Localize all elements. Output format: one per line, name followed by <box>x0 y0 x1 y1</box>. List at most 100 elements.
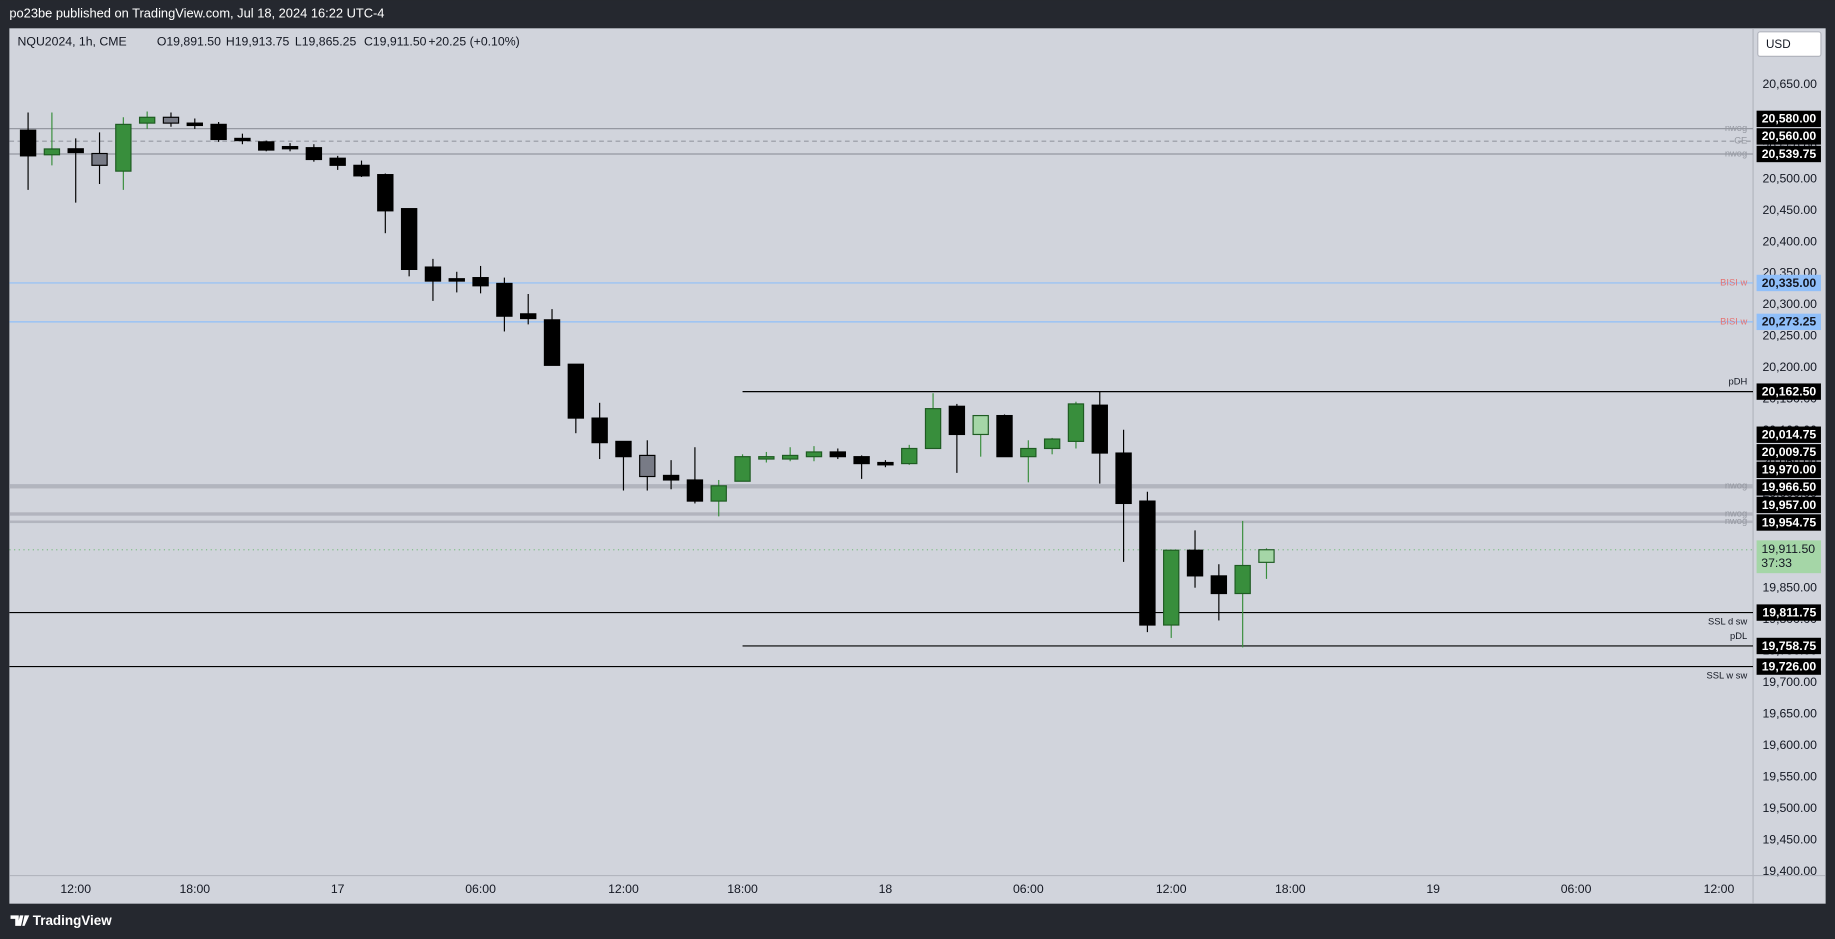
candle-body <box>43 148 61 156</box>
candle-body <box>591 417 608 444</box>
x-tick-label: 12:00 <box>1156 882 1187 896</box>
price-box-label: 20,009.75 <box>1762 445 1817 459</box>
price-box-label: 19,758.75 <box>1762 639 1817 653</box>
level-label: pDH <box>1728 377 1747 387</box>
candle-body <box>901 447 918 465</box>
price-box <box>1756 479 1821 496</box>
x-tick-label: 18:00 <box>1275 882 1306 896</box>
candle-body <box>972 414 989 436</box>
legend-low: L19,865.25 <box>295 35 357 49</box>
currency-label[interactable]: USD <box>1766 38 1791 51</box>
y-tick-label: 19,550.00 <box>1762 770 1817 784</box>
price-box-label: 20,162.50 <box>1762 384 1817 398</box>
price-box-label: 20,580.00 <box>1762 112 1817 126</box>
level-label: SSL w sw <box>1706 670 1747 680</box>
candle-body <box>138 116 156 124</box>
candle-body <box>115 123 132 172</box>
candle-body <box>305 147 323 161</box>
price-box-label: 19,811.75 <box>1762 605 1816 619</box>
x-tick-label: 18 <box>879 882 893 896</box>
y-tick-label: 20,400.00 <box>1762 234 1817 248</box>
candle-body <box>1210 575 1228 595</box>
chart-panel <box>9 28 1826 904</box>
candle-body <box>1043 438 1061 450</box>
current-price-box <box>1756 540 1821 574</box>
price-box-label: 19,970.00 <box>1762 463 1817 477</box>
x-tick-label: 17 <box>331 882 345 896</box>
price-box-label: 20,273.25 <box>1762 315 1817 329</box>
price-box <box>1756 383 1821 400</box>
x-tick-label: 18:00 <box>179 882 210 896</box>
countdown-label: 37:33 <box>1761 556 1792 570</box>
candle-body <box>210 123 227 141</box>
y-tick-label: 20,450.00 <box>1762 203 1817 217</box>
level-label: BISI w <box>1720 316 1747 326</box>
candle-body <box>996 414 1013 458</box>
candle-body <box>948 405 966 436</box>
price-box-label: 20,335.00 <box>1762 276 1817 290</box>
y-tick-label: 20,500.00 <box>1762 171 1817 185</box>
candle-body <box>781 454 799 460</box>
candle-body <box>639 454 656 478</box>
y-tick-label: 20,250.00 <box>1762 329 1817 343</box>
brand-logo <box>10 915 30 926</box>
candle-body <box>472 277 489 287</box>
candle-body <box>758 456 775 460</box>
candle-body <box>1020 447 1037 458</box>
band-label: nwog <box>1725 481 1747 491</box>
currency-button-bg[interactable] <box>1757 31 1822 57</box>
price-box <box>1756 514 1821 531</box>
price-box-label: 19,954.75 <box>1762 515 1817 529</box>
gap-band <box>9 520 1754 524</box>
price-box <box>1756 604 1821 621</box>
legend-close: C19,911.50 <box>364 35 427 49</box>
legend-high: H19,913.75 <box>226 35 290 49</box>
candle-body <box>377 174 394 212</box>
brand: TradingView <box>33 913 112 928</box>
candle-body <box>853 456 870 465</box>
candle-body <box>543 319 561 366</box>
candle-body <box>710 485 727 502</box>
level-label: nwog <box>1725 148 1747 158</box>
candle-body <box>1258 549 1275 563</box>
candle-body <box>1115 452 1132 505</box>
y-tick-label: 19,600.00 <box>1762 738 1817 752</box>
candle-body <box>686 479 704 502</box>
candle-body <box>91 152 108 166</box>
current-price-label: 19,911.50 <box>1761 542 1815 556</box>
candle-body <box>258 141 275 151</box>
legend: NQU2024, 1h, CME O19,891.50 H19,913.75 L… <box>18 35 520 49</box>
candle-body <box>448 278 465 282</box>
candle-body <box>186 122 203 127</box>
candle-body <box>400 208 418 271</box>
price-box <box>1756 637 1821 655</box>
currency-button[interactable]: USD <box>1757 31 1822 57</box>
candle-body <box>424 266 442 282</box>
x-tick-label: 06:00 <box>465 882 496 896</box>
band-label: nwog <box>1725 516 1747 526</box>
x-tick-label: 18:00 <box>727 882 758 896</box>
price-box <box>1756 426 1821 443</box>
candle-body <box>615 440 632 458</box>
price-box-label: 20,560.00 <box>1762 129 1817 143</box>
price-box-label: 20,539.75 <box>1762 147 1817 161</box>
level-label: CE <box>1734 136 1747 146</box>
candle-body <box>162 116 180 124</box>
price-box <box>1756 496 1821 514</box>
candle-body <box>67 148 84 154</box>
y-tick-label: 19,700.00 <box>1762 675 1817 689</box>
candle-body <box>1234 564 1251 595</box>
candle-body <box>496 282 513 317</box>
y-tick-label: 19,500.00 <box>1762 801 1817 815</box>
price-box <box>1756 444 1821 461</box>
x-tick-label: 06:00 <box>1013 882 1044 896</box>
price-box-label: 19,966.50 <box>1762 480 1817 494</box>
publish-note: po23be published on TradingView.com, Jul… <box>9 6 384 21</box>
candle-body <box>1091 404 1108 454</box>
candle-body <box>1186 549 1204 577</box>
candle-body <box>734 456 751 482</box>
x-tick-label: 06:00 <box>1561 882 1592 896</box>
candle-body <box>662 474 680 481</box>
